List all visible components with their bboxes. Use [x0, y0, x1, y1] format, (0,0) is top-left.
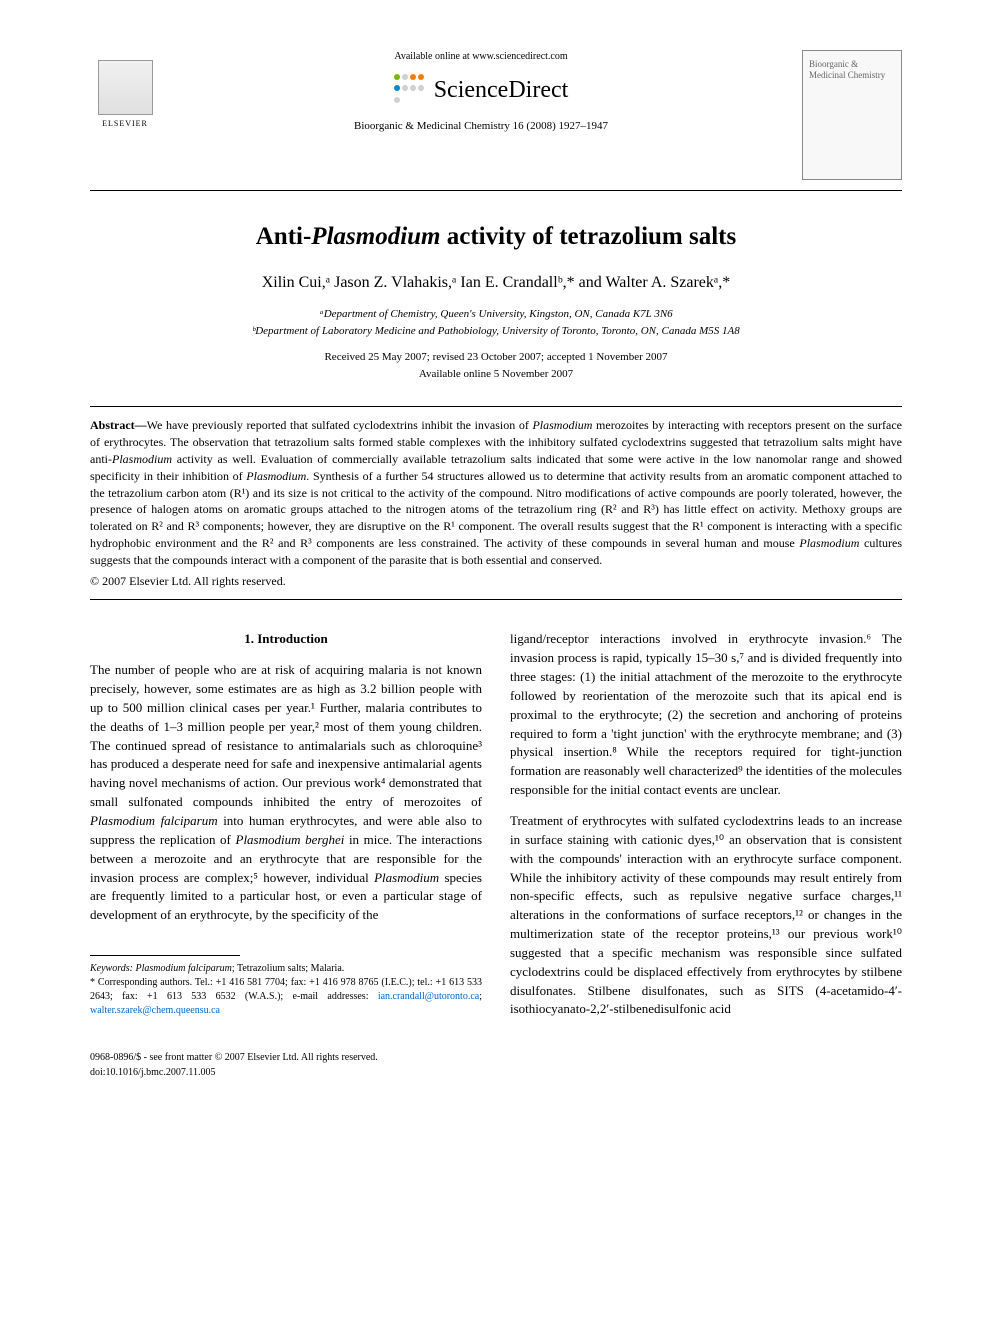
elsevier-tree-icon: [98, 60, 153, 115]
corresponding: * Corresponding authors. Tel.: +1 416 58…: [90, 976, 482, 1018]
keywords: Keywords: Plasmodium falciparum; Tetrazo…: [90, 962, 482, 976]
li2: Plasmodium berghei: [236, 832, 345, 847]
kw-rest: ; Tetrazolium salts; Malaria.: [232, 963, 344, 974]
right-p2: Treatment of erythrocytes with sulfated …: [510, 812, 902, 1019]
title-suffix: activity of tetrazolium salts: [440, 223, 736, 250]
sd-dot: [402, 85, 408, 91]
sd-dot: [418, 74, 424, 80]
affiliation-a: ᵃDepartment of Chemistry, Queen's Univer…: [90, 306, 902, 323]
elsevier-text: ELSEVIER: [102, 118, 148, 130]
available-date: Available online 5 November 2007: [90, 366, 902, 383]
sd-dot: [418, 85, 424, 91]
abs-t1: We have previously reported that sulfate…: [147, 418, 533, 432]
header-row: ELSEVIER Available online at www.science…: [90, 50, 902, 180]
dates: Received 25 May 2007; revised 23 October…: [90, 349, 902, 382]
affiliations: ᵃDepartment of Chemistry, Queen's Univer…: [90, 306, 902, 339]
sciencedirect-icon: [394, 74, 426, 106]
copyright: © 2007 Elsevier Ltd. All rights reserved…: [90, 573, 902, 590]
journal-cover: Bioorganic & Medicinal Chemistry: [802, 50, 902, 180]
abs-i3: Plasmodium: [246, 469, 306, 483]
li1: Plasmodium falciparum: [90, 813, 218, 828]
body-columns: 1. Introduction The number of people who…: [90, 630, 902, 1031]
sd-dot: [410, 85, 416, 91]
sd-dot: [410, 74, 416, 80]
footnote-divider: [90, 955, 240, 956]
abs-i1: Plasmodium: [532, 418, 592, 432]
article-title: Anti-Plasmodium activity of tetrazolium …: [90, 219, 902, 255]
abstract-top-divider: [90, 406, 902, 407]
doi: doi:10.1016/j.bmc.2007.11.005: [90, 1066, 902, 1081]
email-sep: ;: [479, 991, 482, 1002]
abstract-label: Abstract—: [90, 418, 147, 432]
sd-dot: [402, 74, 408, 80]
doi-block: 0968-0896/$ - see front matter © 2007 El…: [90, 1051, 902, 1080]
received-date: Received 25 May 2007; revised 23 October…: [90, 349, 902, 366]
email-1[interactable]: ian.crandall@utoronto.ca: [378, 991, 479, 1002]
left-column: 1. Introduction The number of people who…: [90, 630, 482, 1031]
intro-p1: The number of people who are at risk of …: [90, 661, 482, 925]
abstract: Abstract—We have previously reported tha…: [90, 417, 902, 589]
li3: Plasmodium: [374, 870, 439, 885]
abs-i2: Plasmodium: [112, 452, 172, 466]
title-prefix: Anti-: [256, 223, 312, 250]
right-p1: ligand/receptor interactions involved in…: [510, 630, 902, 800]
intro-heading: 1. Introduction: [90, 630, 482, 649]
right-column: ligand/receptor interactions involved in…: [510, 630, 902, 1031]
affiliation-b: ᵇDepartment of Laboratory Medicine and P…: [90, 323, 902, 340]
sciencedirect-logo: ScienceDirect: [180, 73, 782, 108]
email-2[interactable]: walter.szarek@chem.queensu.ca: [90, 1005, 220, 1016]
front-matter: 0968-0896/$ - see front matter © 2007 El…: [90, 1051, 902, 1066]
available-online: Available online at www.sciencedirect.co…: [180, 50, 782, 65]
sd-dot: [394, 74, 400, 80]
kw-italic: Plasmodium falciparum: [135, 963, 231, 974]
authors: Xilin Cui,ᵃ Jason Z. Vlahakis,ᵃ Ian E. C…: [90, 271, 902, 294]
abs-i4: Plasmodium: [799, 536, 859, 550]
sd-dot: [394, 97, 400, 103]
journal-reference: Bioorganic & Medicinal Chemistry 16 (200…: [180, 119, 782, 135]
elsevier-logo: ELSEVIER: [90, 50, 160, 130]
top-divider: [90, 190, 902, 191]
center-header: Available online at www.sciencedirect.co…: [160, 50, 802, 135]
title-italic: Plasmodium: [311, 223, 440, 250]
abstract-bottom-divider: [90, 599, 902, 600]
footnotes: Keywords: Plasmodium falciparum; Tetrazo…: [90, 962, 482, 1018]
sd-dot: [394, 85, 400, 91]
sciencedirect-text: ScienceDirect: [434, 73, 569, 108]
l1a: The number of people who are at risk of …: [90, 662, 482, 809]
kw-label: Keywords:: [90, 963, 135, 974]
